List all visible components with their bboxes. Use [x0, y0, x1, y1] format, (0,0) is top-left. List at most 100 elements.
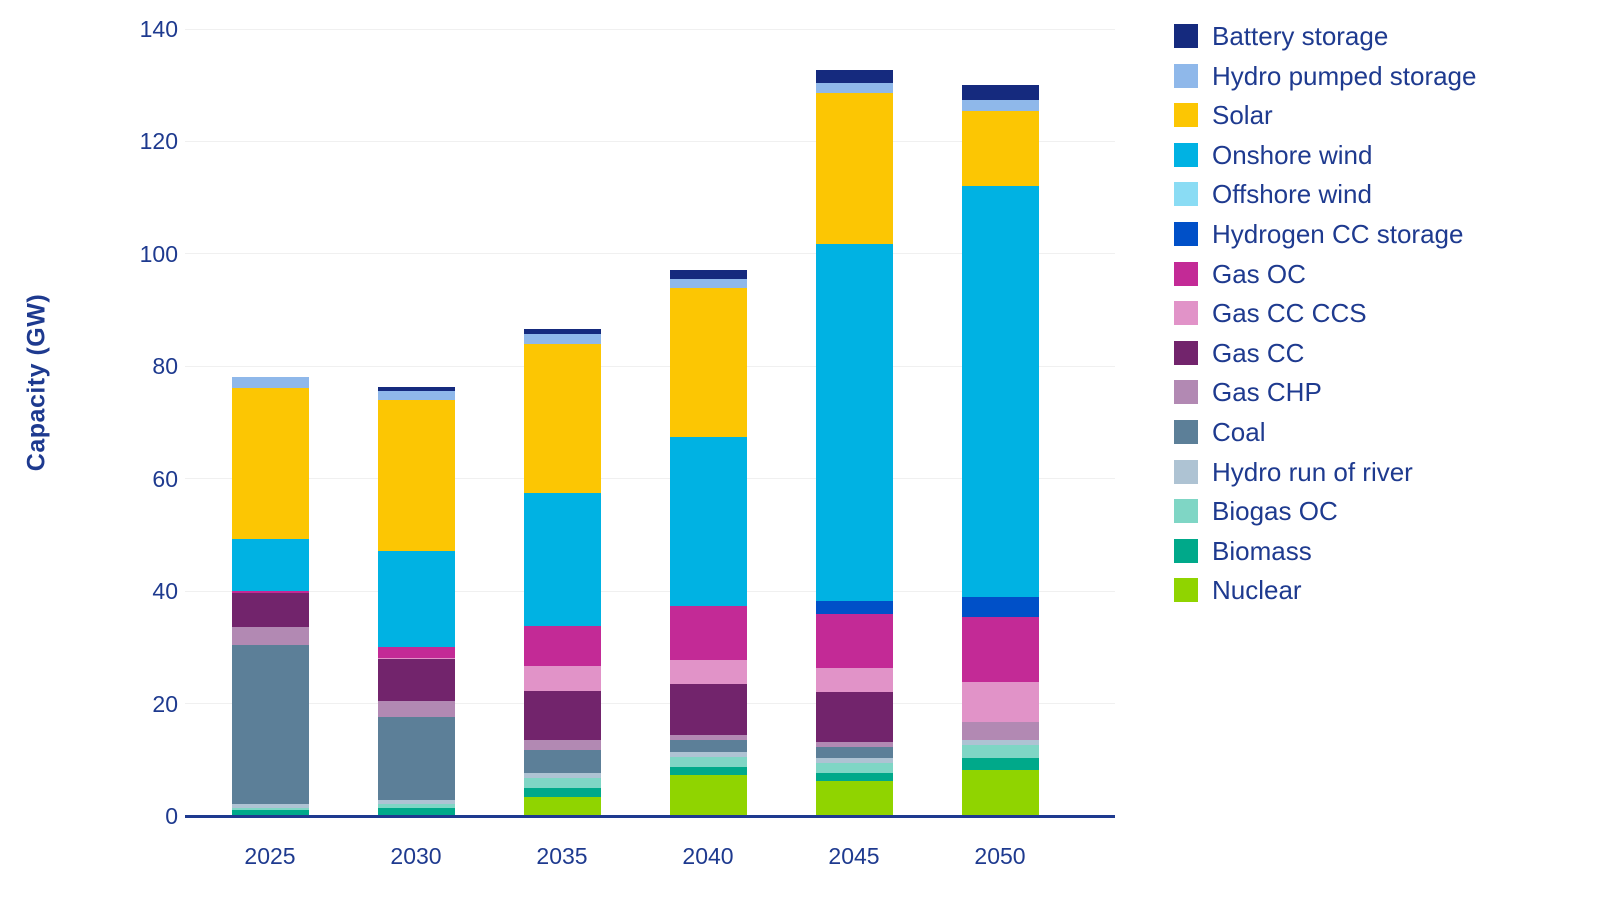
legend-item-battery-storage: Battery storage — [1174, 21, 1476, 51]
bar-2045-segment-nuclear — [815, 781, 893, 816]
bar-2040-segment-coal — [669, 740, 747, 752]
bar-2045-segment-hydro-run-of-river — [815, 757, 893, 763]
bar-2025-segment-coal — [231, 644, 309, 804]
legend-label-nuclear: Nuclear — [1212, 575, 1302, 606]
bar-2035-segment-gas-cc — [523, 691, 601, 740]
y-tick-label-20: 20 — [152, 690, 178, 717]
bar-2025-segment-onshore-wind — [231, 538, 309, 592]
legend-swatch-biogas-oc — [1174, 499, 1198, 524]
gridline-100 — [185, 253, 1115, 255]
bar-2025-segment-gas-cc — [231, 592, 309, 627]
bar-2035-segment-gas-oc — [523, 626, 601, 666]
bar-2035-segment-battery-storage — [523, 328, 601, 334]
legend-swatch-hydro-pumped-storage — [1174, 63, 1198, 88]
bar-2050-segment-hydro-run-of-river — [961, 740, 1039, 746]
legend-item-biogas-oc: Biogas OC — [1174, 496, 1476, 526]
legend-swatch-hydrogen-cc-storage — [1174, 221, 1198, 246]
bar-2040-segment-gas-cc — [669, 683, 747, 736]
legend-swatch-nuclear — [1174, 578, 1198, 603]
bar-2025-segment-hydro-run-of-river — [231, 803, 309, 809]
legend-item-gas-cc-ccs: Gas CC CCS — [1174, 298, 1476, 328]
legend-swatch-gas-chp — [1174, 380, 1198, 405]
bar-2030-segment-battery-storage — [377, 387, 455, 392]
x-tick-label-2035: 2035 — [536, 843, 588, 869]
bar-2050-segment-battery-storage — [961, 85, 1039, 101]
bar-2030-segment-coal — [377, 716, 455, 800]
y-tick-label-100: 100 — [139, 240, 178, 267]
legend-item-gas-oc: Gas OC — [1174, 259, 1476, 289]
x-tick-label-2050: 2050 — [974, 843, 1026, 869]
bar-2045-segment-biomass — [815, 772, 893, 782]
bar-2025-segment-gas-oc — [231, 591, 309, 593]
gridline-120 — [185, 140, 1115, 142]
bar-2040-segment-hydro-pumped-storage — [669, 279, 747, 288]
gridline-80 — [185, 365, 1115, 367]
legend-item-biomass: Biomass — [1174, 536, 1476, 566]
gridline-20 — [185, 703, 1115, 705]
bar-2030-segment-biogas-oc — [377, 804, 455, 809]
legend-label-hydro-run-of-river: Hydro run of river — [1212, 456, 1413, 487]
legend-label-gas-oc: Gas OC — [1212, 258, 1306, 289]
bar-2050-segment-biogas-oc — [961, 745, 1039, 759]
bar-2045-segment-hydrogen-cc-storage — [815, 601, 893, 615]
bar-2035-segment-hydro-run-of-river — [523, 772, 601, 778]
bar-2050-segment-gas-oc — [961, 617, 1039, 683]
legend-item-gas-chp: Gas CHP — [1174, 377, 1476, 407]
bar-2025-segment-biogas-oc — [231, 808, 309, 811]
bar-2025 — [231, 377, 309, 816]
legend-swatch-battery-storage — [1174, 24, 1198, 48]
bar-2045-segment-solar — [815, 92, 893, 245]
legend-swatch-solar — [1174, 103, 1198, 128]
legend-label-biomass: Biomass — [1212, 535, 1312, 566]
bar-2030-segment-gas-cc-ccs — [377, 657, 455, 660]
legend-label-gas-cc-ccs: Gas CC CCS — [1212, 298, 1367, 329]
bar-2040-segment-onshore-wind — [669, 436, 747, 607]
bar-2050-segment-hydrogen-cc-storage — [961, 597, 1039, 618]
legend-item-nuclear: Nuclear — [1174, 575, 1476, 605]
legend-swatch-gas-oc — [1174, 261, 1198, 286]
bar-2045-segment-gas-oc — [815, 614, 893, 668]
legend-label-biogas-oc: Biogas OC — [1212, 496, 1338, 527]
legend-item-hydro-run-of-river: Hydro run of river — [1174, 457, 1476, 487]
legend-swatch-hydro-run-of-river — [1174, 459, 1198, 484]
bar-2045-segment-coal — [815, 747, 893, 758]
legend-item-hydro-pumped-storage: Hydro pumped storage — [1174, 61, 1476, 91]
bar-2030 — [377, 387, 455, 816]
bar-2030-segment-gas-chp — [377, 701, 455, 717]
bar-2035-segment-gas-cc-ccs — [523, 665, 601, 692]
bar-2045-segment-gas-chp — [815, 741, 893, 748]
bar-2045-segment-onshore-wind — [815, 244, 893, 602]
y-tick-label-120: 120 — [139, 128, 178, 155]
bar-2040-segment-gas-chp — [669, 735, 747, 741]
legend-swatch-offshore-wind — [1174, 182, 1198, 207]
bar-2030-segment-gas-cc — [377, 659, 455, 702]
bar-2040-segment-solar — [669, 287, 747, 437]
bar-2040-segment-biomass — [669, 767, 747, 775]
bar-2040-segment-battery-storage — [669, 269, 747, 280]
bar-2045 — [815, 70, 893, 816]
bar-2035-segment-biogas-oc — [523, 777, 601, 788]
x-tick-label-2030: 2030 — [390, 843, 442, 869]
bar-2045-segment-gas-cc-ccs — [815, 667, 893, 692]
gridline-60 — [185, 478, 1115, 480]
x-axis-line — [185, 815, 1115, 818]
legend-item-onshore-wind: Onshore wind — [1174, 140, 1476, 170]
gridline-140 — [185, 28, 1115, 30]
legend-label-hydro-pumped-storage: Hydro pumped storage — [1212, 60, 1477, 91]
legend: Battery storage Hydro pumped storage Solar… — [1174, 21, 1476, 615]
legend-item-offshore-wind: Offshore wind — [1174, 179, 1476, 209]
bar-2045-segment-hydro-pumped-storage — [815, 82, 893, 93]
bar-2025-segment-hydro-pumped-storage — [231, 377, 309, 389]
x-tick-label-2045: 2045 — [828, 843, 880, 869]
x-tick-label-2025: 2025 — [244, 843, 296, 869]
legend-label-coal: Coal — [1212, 416, 1266, 447]
bar-2030-segment-gas-oc — [377, 647, 455, 658]
y-tick-label-0: 0 — [165, 803, 178, 829]
bar-2040 — [669, 269, 747, 816]
legend-label-hydrogen-cc-storage: Hydrogen CC storage — [1212, 218, 1464, 249]
y-tick-label-40: 40 — [152, 578, 178, 605]
bar-2035-segment-biomass — [523, 787, 601, 797]
bar-2050 — [961, 85, 1039, 816]
bar-2040-segment-biogas-oc — [669, 757, 747, 768]
